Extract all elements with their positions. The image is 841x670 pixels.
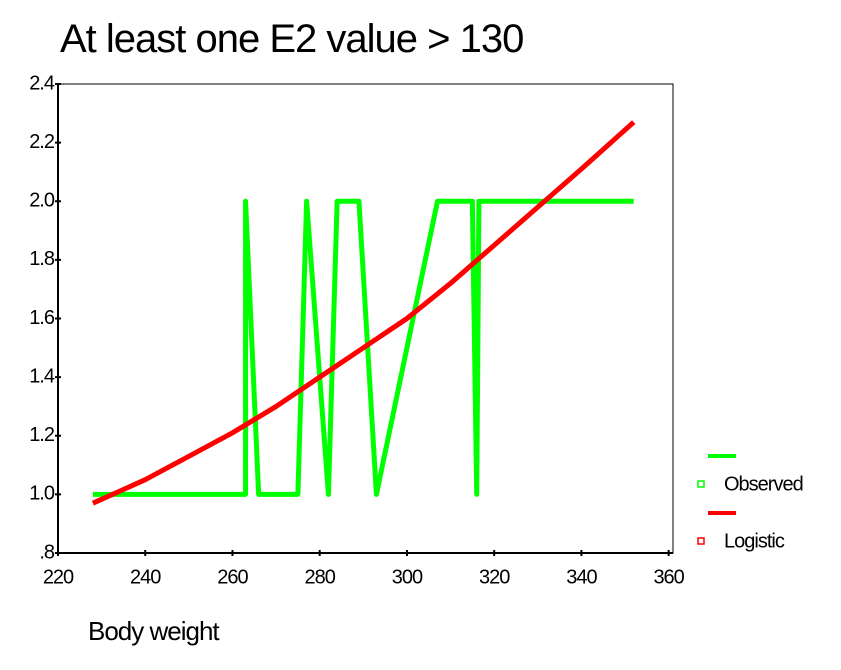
y-tick-label: 1.2 <box>29 424 55 446</box>
y-tick-label: 2.4 <box>29 72 55 94</box>
legend-marker <box>697 480 705 488</box>
x-tick-label: 300 <box>392 566 423 588</box>
legend-label: Observed <box>724 473 803 495</box>
x-tick-label: 340 <box>566 566 597 588</box>
y-tick-label: 2.2 <box>29 131 55 153</box>
x-axis-label: Body weight <box>88 616 220 646</box>
y-tick-label: 1.0 <box>29 483 55 505</box>
series-line <box>92 198 634 497</box>
legend-label: Logistic <box>724 530 785 552</box>
x-tick-label: 360 <box>653 566 684 588</box>
y-tick-label: .8 <box>39 541 55 563</box>
series-line <box>91 120 636 506</box>
y-tick-label: 2.0 <box>29 190 55 212</box>
x-tick-label: 220 <box>43 566 74 588</box>
y-tick-label: 1.6 <box>29 307 55 329</box>
chart-title: At least one E2 value > 130 <box>60 17 523 61</box>
x-tick-label: 260 <box>217 566 248 588</box>
legend-marker <box>697 537 705 545</box>
x-tick-label: 320 <box>479 566 510 588</box>
y-tick-label: 1.8 <box>29 248 55 270</box>
y-tick-label: 1.4 <box>29 365 55 387</box>
x-tick-label: 280 <box>305 566 336 588</box>
x-tick-label: 240 <box>130 566 161 588</box>
